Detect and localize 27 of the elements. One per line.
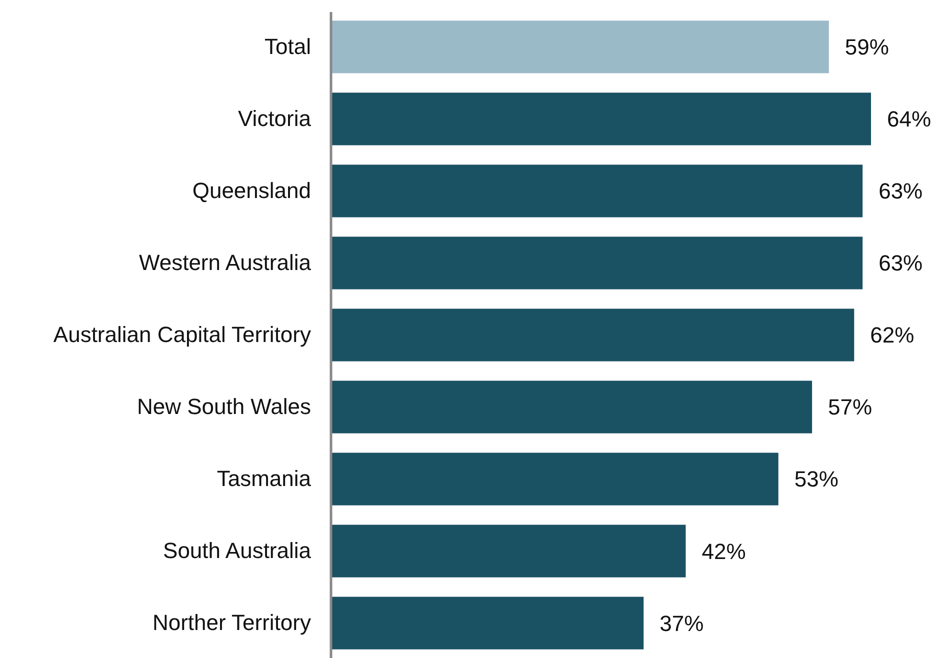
bar xyxy=(332,524,686,578)
bar xyxy=(332,92,871,146)
data-label: 63% xyxy=(878,178,923,204)
data-label: 37% xyxy=(660,610,704,636)
y-tick-label: Queensland xyxy=(192,178,311,204)
bar xyxy=(332,20,829,74)
y-tick-label: South Australia xyxy=(163,538,312,564)
data-label: 62% xyxy=(870,322,914,348)
bar xyxy=(332,308,854,362)
data-label: 59% xyxy=(844,34,889,60)
data-label: 57% xyxy=(828,394,872,420)
data-label: 53% xyxy=(794,466,838,492)
bar xyxy=(332,380,812,434)
bar xyxy=(332,596,644,650)
y-tick-label: Australian Capital Territory xyxy=(53,322,311,348)
y-tick-label: Victoria xyxy=(238,106,312,131)
data-label: 63% xyxy=(878,250,923,276)
data-label: 42% xyxy=(702,538,746,564)
bar xyxy=(332,236,863,290)
bar xyxy=(332,452,778,506)
y-tick-label: Tasmania xyxy=(216,466,312,492)
y-tick-label: Western Australia xyxy=(138,250,312,276)
bar xyxy=(332,164,863,218)
y-tick-label: Norther Territory xyxy=(152,610,311,636)
data-label: 64% xyxy=(887,106,932,132)
y-tick-label: New South Wales xyxy=(136,394,311,420)
y-tick-label: Total xyxy=(264,34,311,59)
